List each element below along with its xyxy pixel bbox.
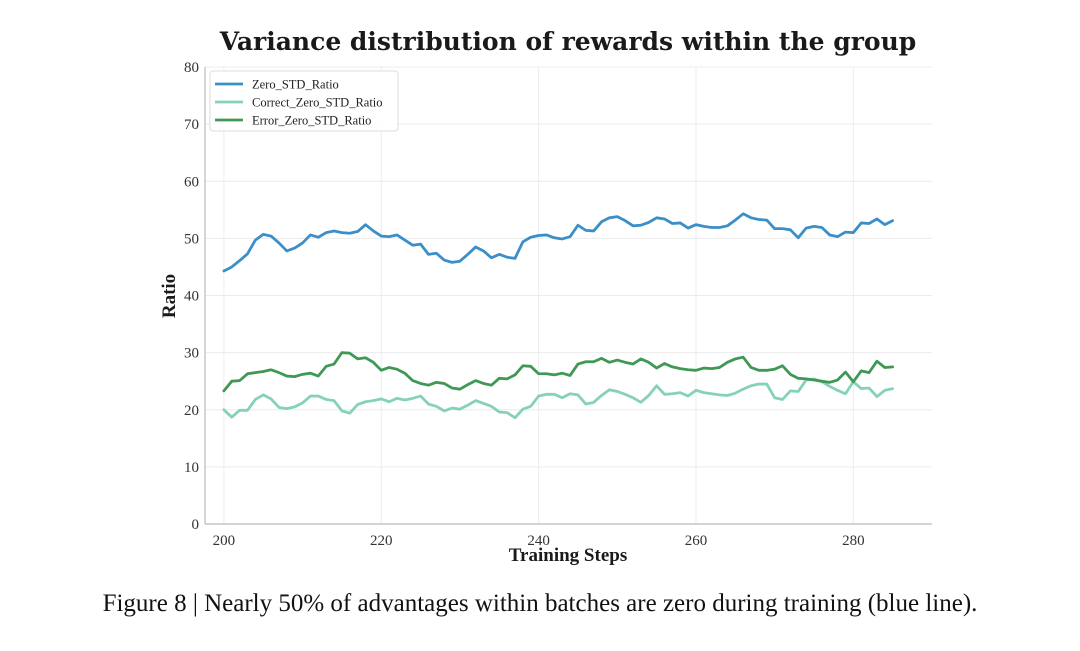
figure-caption: Figure 8 | Nearly 50% of advantages with… bbox=[102, 590, 978, 617]
y-tick-label: 20 bbox=[184, 403, 199, 419]
grid bbox=[205, 66, 932, 525]
legend-box bbox=[209, 70, 399, 132]
x-tick-label: 280 bbox=[842, 533, 865, 549]
x-axis-label: Training Steps bbox=[509, 545, 627, 566]
chart-title: Variance distribution of rewards within … bbox=[219, 27, 917, 56]
y-tick-label: 40 bbox=[184, 289, 199, 305]
y-tick-label: 0 bbox=[192, 517, 200, 533]
legend-label: Error_Zero_STD_Ratio bbox=[252, 114, 371, 128]
y-tick-label: 70 bbox=[184, 117, 199, 133]
x-tick-label: 240 bbox=[527, 533, 550, 549]
axes bbox=[204, 67, 932, 525]
x-tick-label: 260 bbox=[685, 533, 708, 549]
legend: Zero_STD_Ratio Correct_Zero_STD_Ratio Erro… bbox=[209, 70, 399, 132]
y-tick-label: 80 bbox=[184, 60, 199, 76]
series-line-correct-zero-std-ratio bbox=[222, 377, 895, 420]
y-axis-ticks: 0 10 20 30 40 50 60 70 80 bbox=[184, 60, 199, 533]
series-line-zero-std-ratio bbox=[222, 212, 895, 273]
series-lines bbox=[222, 212, 895, 420]
y-axis-label: Ratio bbox=[159, 274, 180, 318]
line-chart: Variance distribution of rewards within … bbox=[159, 27, 932, 566]
x-axis-ticks: 200 220 240 260 280 bbox=[213, 533, 865, 549]
y-tick-label: 30 bbox=[184, 346, 199, 362]
y-tick-label: 10 bbox=[184, 460, 199, 476]
y-tick-label: 50 bbox=[184, 231, 199, 247]
legend-label: Zero_STD_Ratio bbox=[252, 78, 339, 92]
series-line-error-zero-std-ratio bbox=[222, 351, 895, 393]
x-tick-label: 220 bbox=[370, 533, 393, 549]
x-tick-label: 200 bbox=[213, 533, 236, 549]
y-tick-label: 60 bbox=[184, 174, 199, 190]
legend-label: Correct_Zero_STD_Ratio bbox=[252, 96, 383, 110]
